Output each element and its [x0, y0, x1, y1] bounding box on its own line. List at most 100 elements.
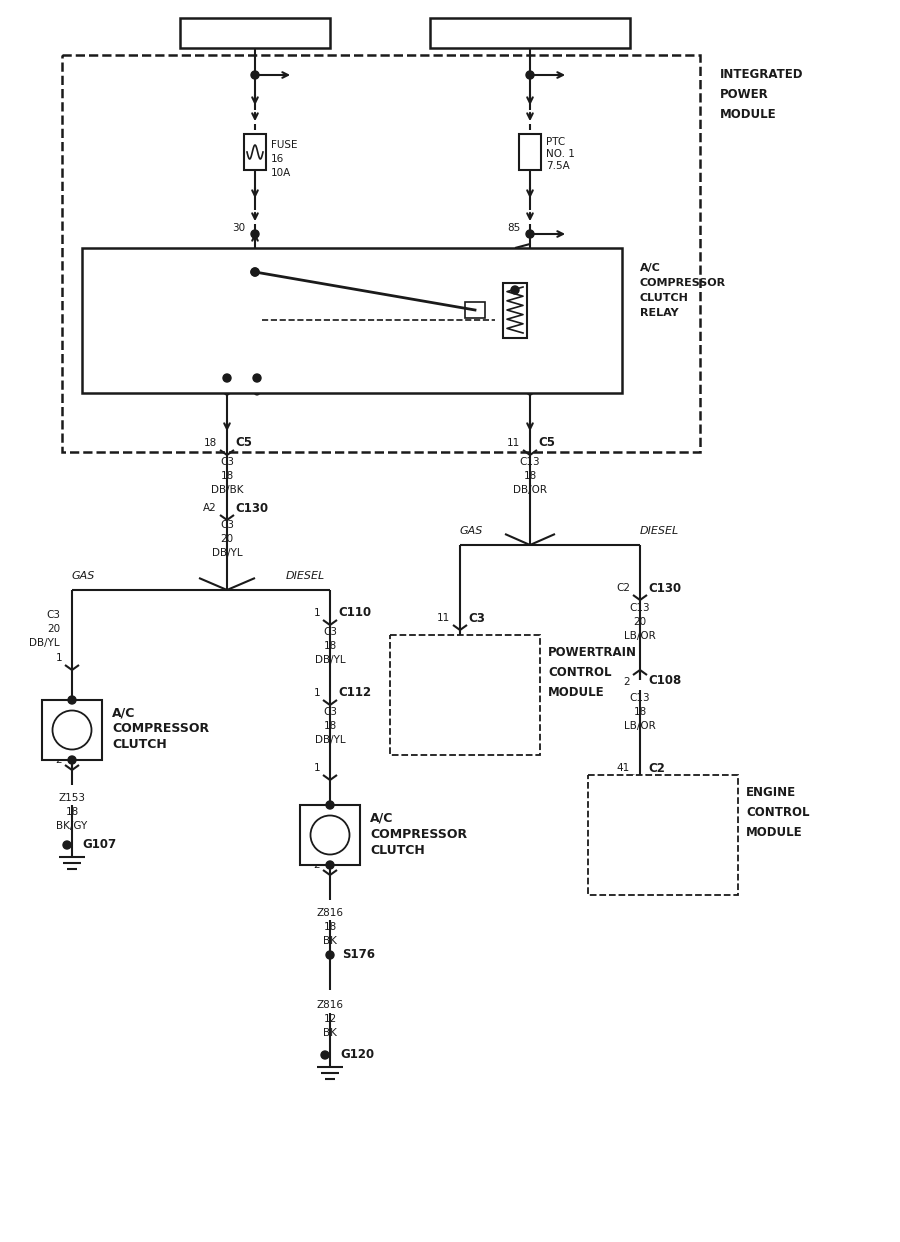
- Text: 87: 87: [202, 378, 215, 388]
- Bar: [519, 134, 541, 170]
- Text: C3: C3: [220, 457, 234, 467]
- Text: BK: BK: [323, 1028, 337, 1038]
- Text: INTEGRATED: INTEGRATED: [720, 68, 804, 82]
- Text: CLUTCH: CLUTCH: [112, 739, 166, 751]
- Text: C13: C13: [630, 693, 651, 703]
- Circle shape: [326, 801, 334, 809]
- Text: NO. 1: NO. 1: [546, 149, 575, 159]
- Text: Z153: Z153: [58, 792, 86, 804]
- Text: CONTROL: CONTROL: [400, 712, 447, 722]
- Text: 18: 18: [203, 438, 217, 448]
- Text: 18: 18: [524, 471, 536, 481]
- Text: 2: 2: [313, 859, 320, 869]
- Circle shape: [251, 268, 259, 276]
- Bar: [244, 134, 266, 170]
- Text: ENGINE: ENGINE: [746, 786, 796, 800]
- Text: C5: C5: [538, 436, 555, 450]
- Text: C2: C2: [648, 761, 665, 775]
- Bar: [588, 775, 738, 895]
- Text: 1: 1: [56, 653, 62, 663]
- Text: BK/GY: BK/GY: [57, 821, 87, 831]
- Text: BATT A0: BATT A0: [224, 26, 286, 40]
- Text: 18: 18: [66, 807, 78, 817]
- Text: 18: 18: [323, 922, 337, 932]
- Bar: [300, 805, 360, 864]
- Text: DB/YL: DB/YL: [315, 735, 346, 745]
- Text: CONTROL: CONTROL: [548, 667, 611, 679]
- Text: DB/YL: DB/YL: [30, 638, 60, 648]
- Text: MODULE: MODULE: [720, 108, 777, 122]
- Text: 20: 20: [634, 617, 646, 627]
- Circle shape: [251, 230, 259, 238]
- Text: 1: 1: [313, 763, 320, 773]
- Circle shape: [526, 71, 534, 79]
- Text: A/C: A/C: [370, 811, 393, 825]
- Text: C108: C108: [648, 673, 681, 687]
- Text: 30: 30: [232, 224, 245, 233]
- Circle shape: [251, 71, 259, 79]
- Text: LB/OR: LB/OR: [624, 631, 656, 641]
- Circle shape: [223, 374, 231, 383]
- Text: 10A: 10A: [271, 168, 292, 178]
- Circle shape: [52, 710, 92, 749]
- Text: 18: 18: [220, 471, 234, 481]
- Text: 18: 18: [323, 641, 337, 651]
- Text: 11: 11: [436, 614, 450, 623]
- Bar: [82, 248, 622, 392]
- Bar: [503, 283, 527, 338]
- Circle shape: [526, 230, 534, 238]
- Text: C2: C2: [616, 582, 630, 592]
- Text: C3: C3: [323, 707, 337, 717]
- Text: MODULE: MODULE: [746, 826, 803, 840]
- Text: MODULE: MODULE: [548, 687, 605, 699]
- Text: 11: 11: [507, 438, 520, 448]
- Text: 20: 20: [220, 534, 234, 544]
- Text: CLUTCH: CLUTCH: [400, 681, 438, 691]
- Text: RELAY: RELAY: [640, 308, 679, 318]
- Text: POWERTRAIN: POWERTRAIN: [548, 647, 637, 660]
- Circle shape: [326, 861, 334, 869]
- Text: CONTROL: CONTROL: [746, 806, 809, 820]
- Text: C3: C3: [220, 520, 234, 530]
- Text: RELAY: RELAY: [400, 696, 430, 705]
- Circle shape: [321, 1051, 329, 1059]
- Text: GAS: GAS: [460, 527, 483, 537]
- Text: A/C: A/C: [400, 648, 417, 658]
- Text: C112: C112: [338, 687, 371, 699]
- Text: Z816: Z816: [317, 908, 344, 918]
- Text: S176: S176: [342, 949, 375, 961]
- Text: COMPRESSOR: COMPRESSOR: [112, 723, 209, 735]
- Text: M: M: [323, 828, 337, 842]
- Circle shape: [68, 696, 76, 704]
- Bar: [465, 302, 485, 318]
- Text: G107: G107: [82, 838, 116, 852]
- Text: COMPRESSOR: COMPRESSOR: [640, 278, 726, 288]
- Text: C5: C5: [235, 436, 252, 450]
- Text: COMPRESSOR: COMPRESSOR: [598, 804, 667, 814]
- Text: A/C: A/C: [640, 263, 661, 273]
- Text: 1: 1: [313, 609, 320, 619]
- Text: C13: C13: [630, 604, 651, 614]
- Text: 85: 85: [507, 224, 520, 233]
- Text: C3: C3: [323, 627, 337, 637]
- Text: COMPRESSOR: COMPRESSOR: [400, 664, 469, 674]
- Text: C13: C13: [519, 457, 540, 467]
- Text: 18: 18: [323, 722, 337, 732]
- Text: 2: 2: [624, 677, 630, 687]
- Text: CLUTCH: CLUTCH: [598, 820, 636, 830]
- Text: A/C: A/C: [112, 707, 135, 719]
- Text: RUN-START F951: RUN-START F951: [467, 26, 593, 40]
- Text: 41: 41: [616, 763, 630, 773]
- Text: 12: 12: [323, 1013, 337, 1023]
- Circle shape: [251, 268, 259, 276]
- Text: DB/BK: DB/BK: [211, 484, 243, 496]
- Circle shape: [511, 286, 519, 294]
- Circle shape: [310, 816, 349, 854]
- Circle shape: [63, 841, 71, 850]
- Text: C130: C130: [235, 502, 268, 514]
- Text: A2: A2: [203, 503, 217, 513]
- Text: LB/OR: LB/OR: [624, 722, 656, 732]
- Text: PTC: PTC: [546, 137, 565, 147]
- Text: DB/YL: DB/YL: [315, 655, 346, 664]
- Text: C110: C110: [338, 606, 371, 620]
